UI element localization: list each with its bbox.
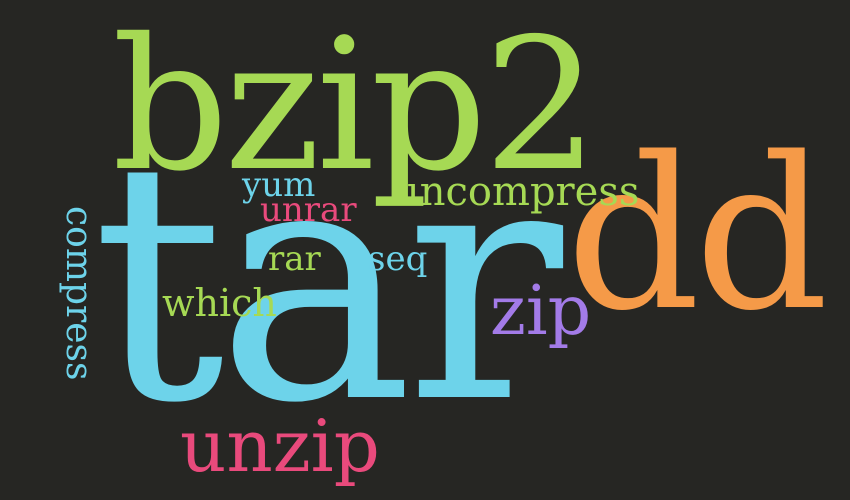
word-rar: rar: [268, 239, 321, 279]
word-zip: zip: [490, 272, 592, 351]
word-uncompress: uncompress: [394, 169, 640, 215]
word-tar: tar: [92, 91, 563, 475]
word-unrar: unrar: [260, 190, 357, 230]
word-which: which: [162, 281, 277, 325]
word-dd: dd: [566, 112, 829, 357]
word-unzip: unzip: [180, 404, 380, 488]
word-bzip2: bzip2: [112, 0, 599, 211]
word-compress: compress: [58, 206, 99, 381]
word-yum: yum: [242, 165, 316, 205]
word-seq: seq: [368, 239, 428, 279]
